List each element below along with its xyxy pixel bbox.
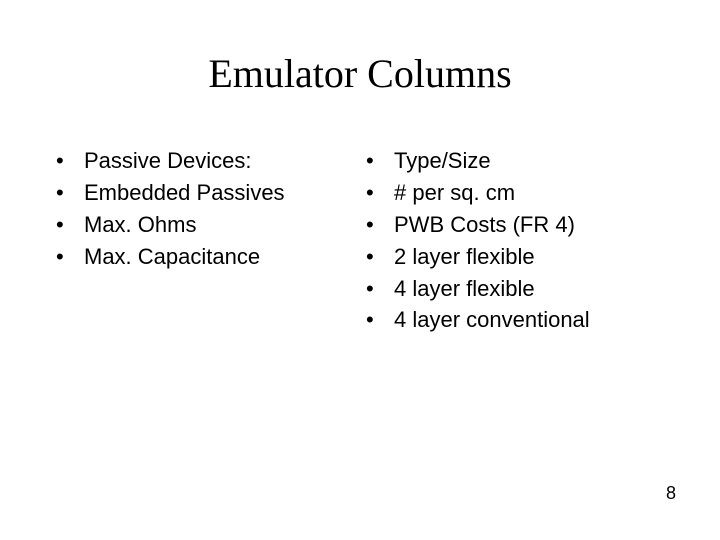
slide-content: • Passive Devices: • Embedded Passives •…: [0, 97, 720, 336]
list-item-label: Embedded Passives: [84, 177, 285, 209]
list-item: • 2 layer flexible: [366, 241, 666, 273]
bullet-icon: •: [366, 304, 394, 336]
list-item: • 4 layer conventional: [366, 304, 666, 336]
list-item-label: 2 layer flexible: [394, 241, 535, 273]
left-column: • Passive Devices: • Embedded Passives •…: [56, 145, 366, 336]
list-item: • Type/Size: [366, 145, 666, 177]
list-item: • PWB Costs (FR 4): [366, 209, 666, 241]
list-item: • Passive Devices:: [56, 145, 366, 177]
slide: Emulator Columns • Passive Devices: • Em…: [0, 0, 720, 540]
bullet-icon: •: [366, 273, 394, 305]
list-item-label: PWB Costs (FR 4): [394, 209, 575, 241]
list-item-label: Max. Capacitance: [84, 241, 260, 273]
bullet-icon: •: [56, 177, 84, 209]
bullet-icon: •: [366, 241, 394, 273]
list-item-label: Max. Ohms: [84, 209, 196, 241]
bullet-icon: •: [56, 209, 84, 241]
list-item-label: Type/Size: [394, 145, 491, 177]
bullet-icon: •: [366, 209, 394, 241]
list-item-label: 4 layer conventional: [394, 304, 590, 336]
list-item-label: # per sq. cm: [394, 177, 515, 209]
bullet-icon: •: [56, 241, 84, 273]
list-item: • 4 layer flexible: [366, 273, 666, 305]
list-item: • Max. Ohms: [56, 209, 366, 241]
right-column: • Type/Size • # per sq. cm • PWB Costs (…: [366, 145, 666, 336]
page-number: 8: [666, 483, 676, 504]
list-item: • # per sq. cm: [366, 177, 666, 209]
bullet-icon: •: [56, 145, 84, 177]
bullet-icon: •: [366, 177, 394, 209]
list-item-label: Passive Devices:: [84, 145, 252, 177]
list-item: • Embedded Passives: [56, 177, 366, 209]
list-item: • Max. Capacitance: [56, 241, 366, 273]
list-item-label: 4 layer flexible: [394, 273, 535, 305]
bullet-icon: •: [366, 145, 394, 177]
slide-title: Emulator Columns: [0, 0, 720, 97]
